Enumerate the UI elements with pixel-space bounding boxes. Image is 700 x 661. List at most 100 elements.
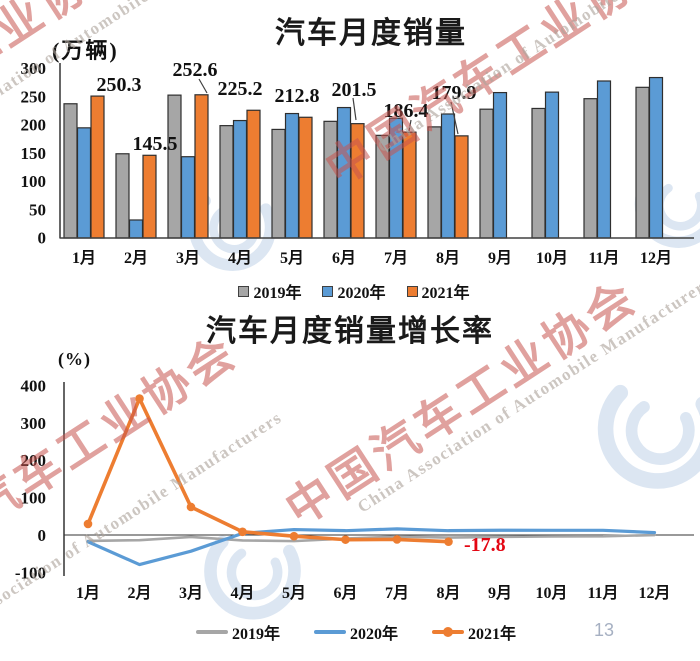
legend-line-swatch-2021	[432, 627, 464, 637]
y-tick-label: 0	[38, 526, 47, 545]
x-category-label: 11月	[588, 249, 619, 267]
bar-2020年-1月	[76, 127, 92, 239]
bar-2021年-3月	[194, 94, 209, 239]
page-number: 13	[594, 620, 615, 640]
bar-2019年-8月	[427, 126, 442, 239]
marker-2021年-4月	[238, 527, 247, 537]
y-tick-label: 100	[21, 489, 47, 508]
line-series-2020年	[86, 527, 657, 567]
line-chart-title: 汽车月度销量增长率	[206, 315, 494, 348]
marker-2021年-3月	[186, 502, 196, 512]
legend-swatch-2019	[238, 285, 250, 297]
x-category-label: 6月	[333, 584, 357, 602]
x-category-label: 4月	[230, 584, 254, 602]
legend-label-2021: 2021年	[468, 626, 517, 643]
y-tick-label: 400	[21, 376, 47, 395]
y-tick-label: 0	[38, 229, 47, 248]
bar-data-label: 252.6	[173, 59, 218, 81]
x-category-label: 9月	[488, 584, 512, 602]
bar-2020年-9月	[492, 91, 508, 239]
x-category-label: 8月	[436, 584, 460, 602]
bar-2020年-7月	[388, 117, 404, 239]
legend-item-2021: 2021年	[406, 279, 470, 303]
bar-2021年-7月	[402, 131, 417, 239]
marker-2021年-2月	[135, 394, 144, 403]
marker-2021年-6月	[341, 535, 350, 544]
y-tick-label: 100	[21, 172, 47, 191]
bar-data-label: 145.5	[133, 133, 178, 155]
y-tick-label: -100	[15, 563, 46, 582]
legend-line-swatch-2020	[313, 630, 346, 634]
data-label-leader-line	[408, 119, 412, 132]
bar-2019年-6月	[323, 120, 338, 239]
marker-2021年-1月	[83, 519, 93, 529]
legend-item-2020: 2020年	[322, 279, 386, 303]
legend-marker-dot-2021	[443, 627, 453, 637]
x-category-label: 7月	[384, 249, 408, 267]
bar-chart-unit-label: (万辆)	[52, 38, 119, 63]
bar-2020年-12月	[648, 76, 664, 239]
legend-item-2019: 2019年	[195, 620, 280, 644]
x-category-label: 5月	[282, 584, 306, 602]
legend-item-2020: 2020年	[313, 620, 398, 644]
x-category-label: 3月	[179, 584, 203, 602]
bar-2019年-12月	[635, 86, 650, 239]
bar-chart-title: 汽车月度销量	[275, 17, 467, 50]
growth-annotation-label: -17.8	[464, 534, 506, 556]
bar-2019年-3月	[167, 94, 182, 239]
x-category-label: 5月	[280, 249, 304, 267]
x-category-label: 11月	[587, 584, 618, 602]
y-tick-label: 200	[21, 451, 47, 470]
y-tick-label: 250	[21, 87, 47, 106]
line-chart-unit-label: (%)	[58, 349, 91, 369]
y-tick-label: 300	[21, 414, 47, 433]
bar-2020年-2月	[128, 219, 144, 239]
bar-2019年-7月	[375, 134, 390, 239]
bar-data-label: 250.3	[97, 74, 142, 96]
bar-2019年-11月	[583, 98, 598, 239]
x-category-label: 12月	[640, 249, 672, 267]
x-category-label: 8月	[436, 249, 460, 267]
x-category-label: 4月	[228, 249, 252, 267]
bar-2020年-10月	[544, 91, 560, 239]
y-tick-label: 200	[21, 116, 47, 135]
bar-2019年-4月	[219, 125, 234, 239]
x-category-label: 9月	[488, 249, 512, 267]
legend-label-2019: 2019年	[253, 285, 302, 302]
x-category-label: 7月	[385, 584, 409, 602]
x-category-label: 2月	[124, 249, 148, 267]
bar-data-label: 212.8	[275, 85, 320, 107]
bar-2019年-5月	[271, 128, 286, 239]
x-category-label: 3月	[176, 249, 200, 267]
bar-2021年-2月	[142, 154, 157, 239]
bar-2019年-9月	[479, 108, 494, 239]
bar-2021年-8月	[454, 135, 469, 239]
bar-2019年-2月	[115, 153, 130, 239]
marker-2021年-5月	[289, 531, 299, 541]
bar-2020年-11月	[596, 80, 612, 239]
y-tick-label: 150	[21, 144, 47, 163]
legend-item-2021: 2021年	[432, 620, 516, 644]
data-label-leader-line	[450, 101, 459, 135]
legend-item-2019: 2019年	[238, 279, 301, 303]
legend-label-2019: 2019年	[231, 626, 280, 643]
data-label-leader-line	[352, 97, 357, 121]
bar-data-label: 201.5	[332, 79, 377, 101]
bar-2019年-1月	[63, 103, 78, 239]
bar-data-label: 179.9	[432, 82, 477, 104]
data-label-leader-line	[198, 78, 208, 94]
bar-2020年-4月	[232, 119, 248, 239]
x-category-label: 1月	[76, 584, 100, 602]
y-tick-label: 300	[21, 59, 47, 78]
bar-2021年-5月	[298, 116, 313, 239]
bar-2020年-3月	[180, 156, 196, 239]
y-tick-label: 50	[29, 200, 46, 219]
x-category-label: 6月	[332, 249, 356, 267]
x-category-label: 2月	[127, 584, 151, 602]
bar-2020年-8月	[440, 113, 456, 239]
marker-2021年-8月	[444, 537, 453, 546]
bar-chart-legend: 2019年 2020年 2021年	[4, 279, 700, 303]
legend-label-2020: 2020年	[337, 285, 386, 302]
